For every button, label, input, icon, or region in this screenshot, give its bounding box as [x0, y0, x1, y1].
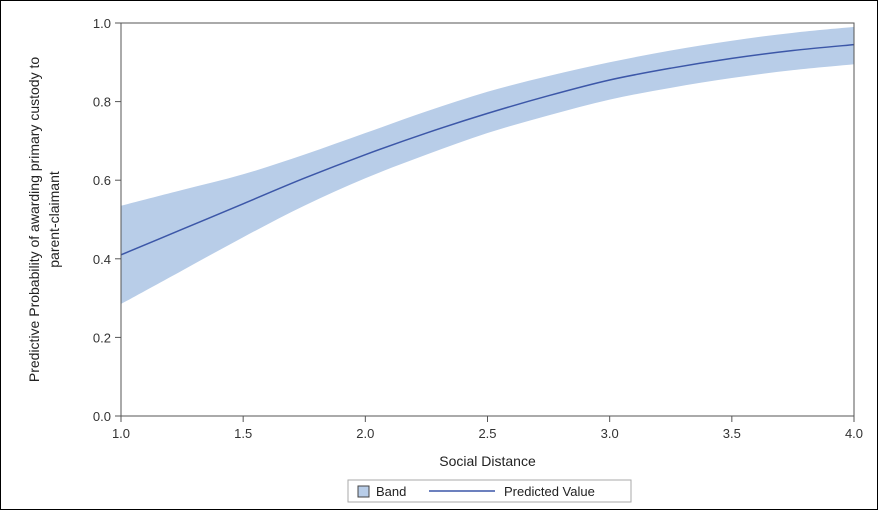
x-tick-label: 1.5 [234, 426, 252, 441]
plot-area [120, 26, 855, 305]
y-tick-label: 0.4 [93, 252, 111, 267]
x-axis-label: Social Distance [439, 453, 536, 469]
legend-band-label: Band [376, 484, 406, 499]
x-tick-label: 2.0 [356, 426, 374, 441]
x-tick-label: 2.5 [478, 426, 496, 441]
y-tick-label: 0.6 [93, 173, 111, 188]
y-axis-label-line-1: Predictive Probability of awarding prima… [26, 57, 42, 382]
predicted-value-line [120, 43, 855, 256]
legend: Band Predicted Value [347, 479, 632, 503]
y-axis-ticks: 0.0 0.2 0.4 0.6 0.8 1.0 [93, 16, 121, 424]
x-tick-label: 4.0 [845, 426, 863, 441]
x-tick-label: 3.5 [723, 426, 741, 441]
y-tick-label: 0.8 [93, 95, 111, 110]
x-tick-label: 1.0 [112, 426, 130, 441]
x-tick-label: 3.0 [601, 426, 619, 441]
legend-band-swatch [357, 485, 370, 498]
y-tick-label: 0.0 [93, 409, 111, 424]
x-axis-ticks: 1.0 1.5 2.0 2.5 3.0 3.5 4.0 [112, 416, 863, 441]
confidence-band [121, 26, 854, 305]
y-tick-label: 1.0 [93, 16, 111, 31]
y-axis-label-line-2: parent-claimant [46, 171, 62, 268]
y-tick-label: 0.2 [93, 330, 111, 345]
legend-predicted-value-label: Predicted Value [504, 484, 595, 499]
